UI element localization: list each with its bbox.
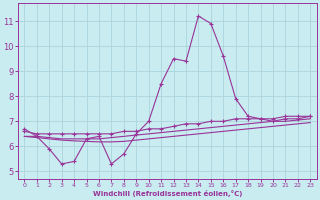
X-axis label: Windchill (Refroidissement éolien,°C): Windchill (Refroidissement éolien,°C) <box>93 190 242 197</box>
